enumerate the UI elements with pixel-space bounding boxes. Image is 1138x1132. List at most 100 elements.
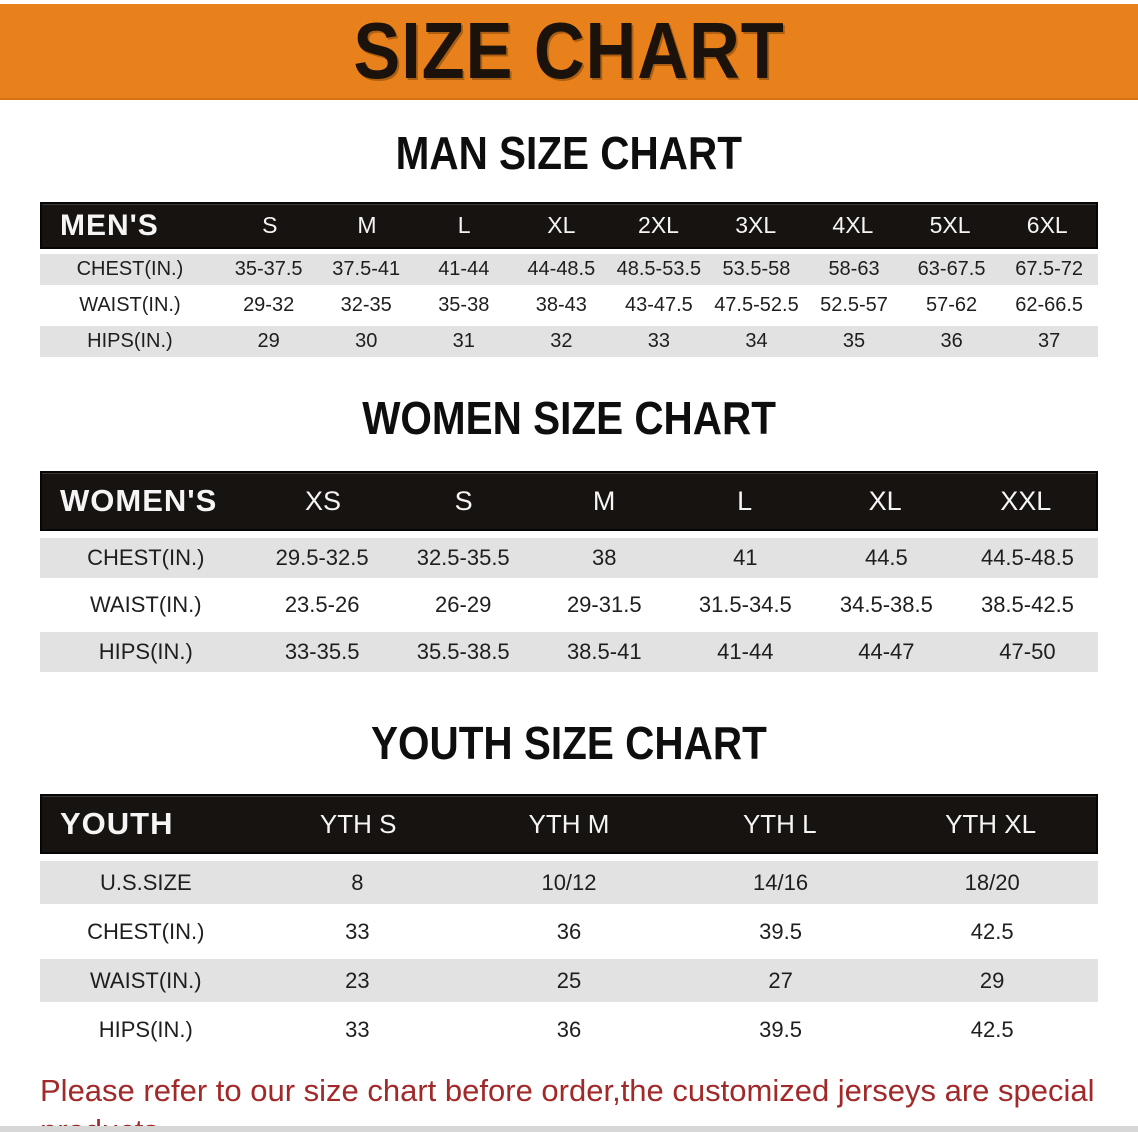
table-corner-label: MEN'S — [60, 208, 159, 242]
row-label: U.S.SIZE — [99, 869, 192, 895]
size-value-cell: 31 — [452, 330, 475, 352]
size-value-cell: 29-32 — [243, 294, 295, 316]
size-value-cell: 33 — [345, 918, 370, 944]
table-row: HIPS(IN.) 33 36 39.5 42.5 — [40, 1008, 1098, 1051]
row-label: HIPS(IN.) — [87, 330, 173, 352]
size-value-cell: 39.5 — [759, 1016, 802, 1042]
mens-size-table: MEN'S S M L XL 2XL 3XL 4XL 5XL 6XL CHEST(IN.) 35-37… — [40, 202, 1098, 357]
size-value-cell: 47.5-52.5 — [714, 294, 799, 316]
size-column-header: M — [592, 485, 616, 516]
size-value-cell: 58-63 — [828, 258, 880, 280]
size-value-cell: 48.5-53.5 — [616, 258, 702, 280]
size-value-cell: 33 — [647, 330, 671, 352]
row-label: HIPS(IN.) — [98, 1016, 193, 1042]
size-value-cell: 57-62 — [926, 294, 978, 316]
size-value-cell: 42.5 — [970, 918, 1014, 944]
size-value-cell: 38.5-42.5 — [980, 592, 1074, 617]
size-value-cell: 39.5 — [759, 918, 802, 944]
size-column-header: YTH S — [319, 808, 397, 839]
size-value-cell: 33 — [345, 1016, 370, 1042]
row-label: CHEST(IN.) — [76, 258, 184, 280]
table-row: CHEST(IN.) 35-37.5 37.5-41 41-44 44-48.5 48.5… — [40, 254, 1098, 285]
size-value-cell: 38-43 — [535, 294, 587, 316]
size-column-header: 5XL — [929, 212, 971, 238]
size-value-cell: 36 — [556, 918, 582, 944]
size-value-cell: 8 — [351, 869, 364, 895]
size-value-cell: 37 — [1038, 330, 1061, 352]
size-value-cell: 67.5-72 — [1015, 258, 1084, 280]
size-value-cell: 33-35.5 — [284, 639, 360, 664]
size-value-cell: 31.5-34.5 — [698, 592, 792, 617]
size-value-cell: 18/20 — [964, 869, 1020, 895]
size-value-cell: 63-67.5 — [917, 258, 986, 280]
size-value-cell: 44.5-48.5 — [980, 545, 1074, 570]
size-value-cell: 23.5-26 — [284, 592, 360, 617]
size-value-cell: 43-47.5 — [624, 294, 693, 316]
table-row: WAIST(IN.) 23.5-26 26-29 29-31.5 31.5-34.5 34… — [40, 585, 1098, 625]
womens-size-table: WOMEN'S XS S M L XL XXL CHEST(IN.) 29.5-32.5 32.5… — [40, 471, 1098, 672]
size-value-cell: 26-29 — [435, 592, 492, 617]
man-section-heading: MAN SIZE CHART — [0, 126, 1138, 180]
size-value-cell: 38.5-41 — [566, 639, 642, 664]
size-column-header: 3XL — [735, 212, 777, 238]
bottom-edge-divider — [0, 1126, 1138, 1132]
size-value-cell: 36 — [556, 1016, 582, 1042]
size-value-cell: 47-50 — [999, 639, 1056, 664]
row-label: CHEST(IN.) — [87, 545, 205, 570]
size-value-cell: 36 — [940, 330, 963, 352]
size-value-cell: 32.5-35.5 — [416, 545, 510, 570]
size-column-header: 2XL — [638, 212, 679, 238]
disclaimer-line-1: Please refer to our size chart before or… — [40, 1073, 1095, 1132]
table-corner-label: YOUTH — [60, 806, 174, 841]
table-corner-label: WOMEN'S — [60, 483, 218, 518]
size-value-cell: 29.5-32.5 — [275, 545, 369, 570]
row-label: WAIST(IN.) — [89, 592, 202, 617]
size-value-cell: 41 — [733, 545, 758, 570]
size-value-cell: 32-35 — [340, 294, 392, 316]
size-value-cell: 41-44 — [717, 639, 774, 664]
size-column-header: M — [357, 212, 377, 238]
size-column-header: L — [737, 485, 753, 516]
size-value-cell: 38 — [592, 545, 617, 570]
size-column-header: L — [457, 212, 471, 238]
table-row: HIPS(IN.) 33-35.5 35.5-38.5 38.5-41 41-44 44-… — [40, 632, 1098, 672]
size-value-cell: 14/16 — [753, 869, 809, 895]
size-value-cell: 53.5-58 — [722, 258, 791, 280]
size-value-cell: 35-37.5 — [234, 258, 303, 280]
size-column-header: YTH L — [742, 808, 817, 839]
size-value-cell: 25 — [556, 967, 582, 993]
size-value-cell: 23 — [345, 967, 370, 993]
size-value-cell: 32 — [550, 330, 573, 352]
size-value-cell: 44-48.5 — [527, 258, 596, 280]
row-label: WAIST(IN.) — [79, 294, 181, 316]
table-row: CHEST(IN.) 29.5-32.5 32.5-35.5 38 41 44.5 44.5… — [40, 538, 1098, 578]
table-row: HIPS(IN.) 29 30 31 32 33 34 35 36 37 — [40, 326, 1098, 357]
banner-title: SIZE CHART — [353, 6, 785, 95]
size-value-cell: 29 — [257, 330, 280, 352]
size-column-header: YTH M — [528, 808, 610, 839]
youth-section-heading: YOUTH SIZE CHART — [0, 716, 1138, 770]
size-value-cell: 37.5-41 — [332, 258, 401, 280]
table-header-row: WOMEN'S XS S M L XL XXL — [40, 471, 1098, 531]
table-row: CHEST(IN.) 33 36 39.5 42.5 — [40, 910, 1098, 953]
size-value-cell: 34 — [745, 330, 768, 352]
size-value-cell: 41-44 — [438, 258, 490, 280]
size-chart-banner: SIZE CHART — [0, 4, 1138, 100]
size-value-cell: 27 — [768, 967, 793, 993]
table-row: U.S.SIZE 8 10/12 14/16 18/20 — [40, 861, 1098, 904]
size-column-header: 4XL — [832, 212, 874, 238]
size-value-cell: 34.5-38.5 — [839, 592, 933, 617]
size-column-header: XXL — [1000, 485, 1052, 516]
women-heading-text: WOMEN SIZE CHART — [362, 392, 776, 444]
size-column-header: YTH XL — [945, 808, 1037, 839]
size-value-cell: 35.5-38.5 — [416, 639, 510, 664]
youth-heading-text: YOUTH SIZE CHART — [371, 717, 767, 769]
size-column-header: 6XL — [1026, 212, 1068, 238]
size-column-header: S — [454, 485, 473, 516]
table-row: WAIST(IN.) 23 25 27 29 — [40, 959, 1098, 1002]
size-value-cell: 10/12 — [541, 869, 597, 895]
size-value-cell: 35-38 — [438, 294, 490, 316]
size-value-cell: 29-31.5 — [566, 592, 642, 617]
size-column-header: XL — [547, 212, 576, 238]
size-value-cell: 29 — [979, 967, 1005, 993]
